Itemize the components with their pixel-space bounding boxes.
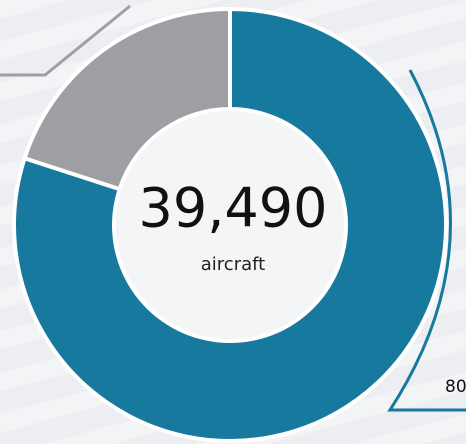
donut-slice	[22, 6, 232, 192]
center-value: 39,490	[139, 177, 328, 240]
slices	[12, 6, 448, 443]
value-label: 80	[445, 377, 466, 397]
center-label: aircraft	[201, 254, 265, 275]
donut-slice	[12, 6, 448, 443]
callout-gray	[0, 4, 131, 77]
donut-hole	[116, 111, 344, 339]
callout-blue	[387, 69, 466, 412]
